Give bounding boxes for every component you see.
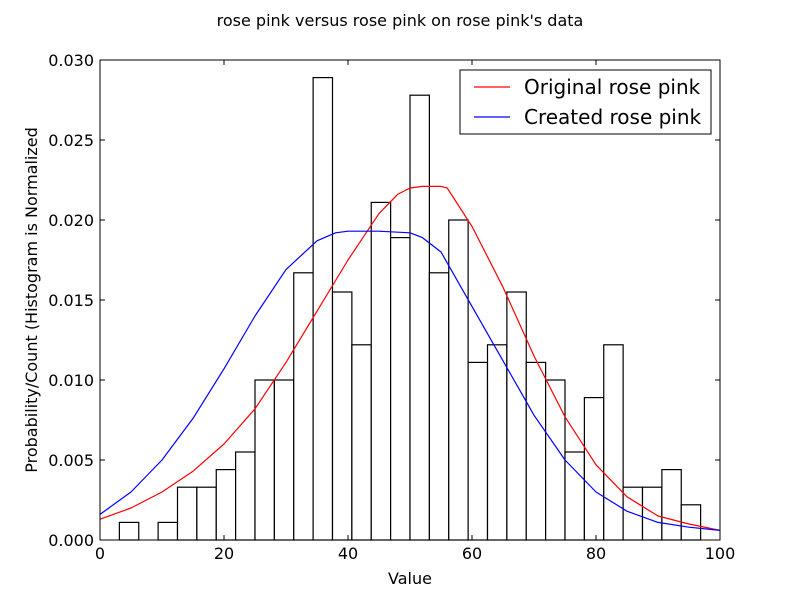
y-axis-label: Probability/Count (Histogram is Normaliz… (22, 127, 41, 473)
histogram-bar (564, 451, 585, 541)
chart-title: rose pink versus rose pink on rose pink'… (217, 11, 584, 30)
histogram-bar (409, 94, 430, 541)
histogram-bar (467, 361, 489, 541)
x-tick-label: 100 (705, 544, 736, 563)
y-tick-label: 0.005 (48, 451, 94, 470)
histogram-bar (215, 469, 237, 541)
histogram-bar (486, 344, 508, 541)
histogram-bar (370, 201, 392, 541)
histogram-bar (428, 272, 450, 541)
histogram-bar (235, 451, 256, 541)
histogram-bar (351, 344, 372, 541)
histogram-bar (312, 76, 334, 541)
histogram-bar (118, 521, 140, 541)
histogram-bar (583, 397, 605, 541)
y-tick-label: 0.015 (48, 291, 94, 310)
histogram-bar (603, 344, 624, 541)
x-tick-label: 40 (338, 544, 358, 563)
series-line-created (99, 230, 721, 531)
y-tick-label: 0.000 (48, 531, 94, 550)
y-tick-label: 0.025 (48, 131, 94, 150)
histogram-bar (331, 291, 353, 541)
x-axis-label: Value (388, 569, 432, 588)
histogram-bar (525, 361, 547, 541)
fit-curves (99, 185, 721, 531)
legend: Original rose pink Created rose pink (459, 69, 712, 135)
histogram-bar (448, 219, 469, 541)
y-axis-ticks: 0.000 0.005 0.010 0.015 0.020 0.025 0.030 (48, 51, 720, 550)
histogram-bar (293, 272, 314, 541)
y-tick-label: 0.030 (48, 51, 94, 70)
histogram-bar (506, 291, 527, 541)
legend-box (459, 69, 712, 135)
y-tick-label: 0.010 (48, 371, 94, 390)
y-tick-label: 0.020 (48, 211, 94, 230)
histogram-bar (661, 469, 682, 541)
legend-label-created: Created rose pink (524, 105, 702, 129)
histogram-bar (273, 379, 295, 541)
histogram-bars (118, 76, 702, 541)
x-tick-label: 20 (214, 544, 234, 563)
histogram-bar (176, 486, 198, 541)
histogram-bar (390, 237, 411, 541)
legend-label-original: Original rose pink (524, 75, 701, 99)
histogram-bar (157, 521, 179, 541)
histogram-bar (641, 486, 663, 541)
x-axis-ticks: 0 20 40 60 80 100 (95, 60, 735, 563)
x-tick-label: 80 (586, 544, 606, 563)
x-tick-label: 0 (95, 544, 105, 563)
histogram-bar (196, 486, 217, 541)
series-line-original (99, 185, 721, 531)
x-tick-label: 60 (462, 544, 482, 563)
histogram-bar (545, 379, 566, 541)
